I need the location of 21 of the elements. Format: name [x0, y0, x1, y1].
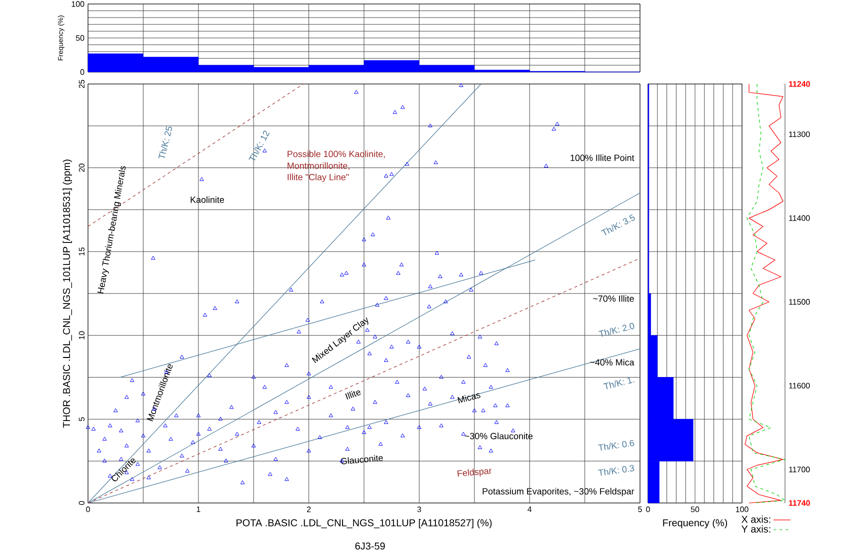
- x-axis-title: POTA .BASIC .LDL_CNL_NGS_101LUP [A11018527] (%): [236, 518, 492, 528]
- annotation: Illite: [345, 390, 361, 400]
- annotation: Glauconite: [340, 454, 383, 464]
- text: 6J3-59: [355, 542, 385, 550]
- annotation: Feldspar: [457, 468, 492, 477]
- annotation: Th/K: 12: [248, 130, 270, 160]
- legend-label: Y axis:: [741, 525, 770, 533]
- annotation: ~70% Illite: [593, 295, 634, 302]
- x-axis-title: Frequency (%): [663, 518, 728, 528]
- annotation: Th/K: 0.3: [598, 465, 634, 476]
- annotation: Th/K: 25: [158, 126, 172, 158]
- annotation: ~40% Mica: [590, 358, 634, 366]
- annotation: Th/K: 1.: [603, 377, 634, 390]
- annotation: ~30% Glauconite: [464, 432, 533, 440]
- annotation: Th/K: 3.5: [600, 214, 635, 236]
- annotation: Th/K: 2.0: [598, 322, 634, 337]
- legend-label: X axis:: [741, 516, 770, 523]
- annotation: Th/K: 0.6: [598, 440, 634, 451]
- annotation: Kaolinite: [190, 196, 224, 203]
- y-axis-title: THOR .BASIC .LDL_CNL_NGS_101LUP [A11018531] (ppm): [62, 160, 72, 428]
- annotation: Micas: [458, 393, 480, 404]
